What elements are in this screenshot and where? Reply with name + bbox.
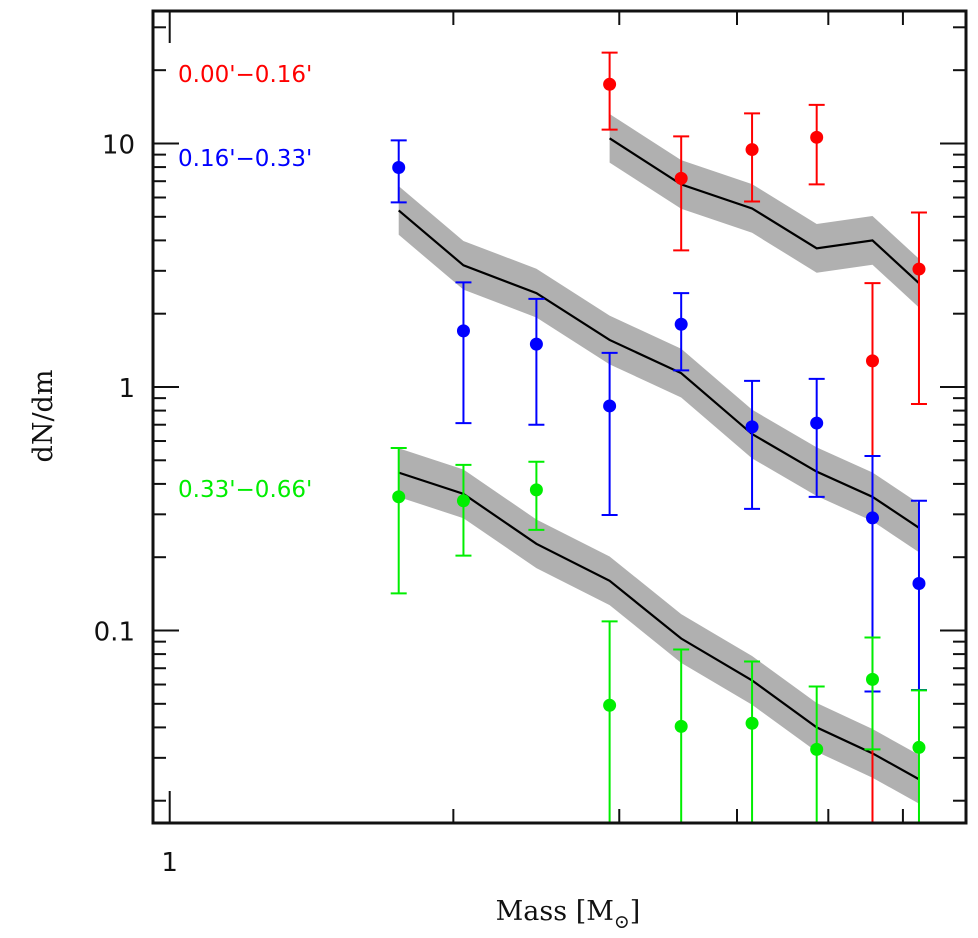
data-point-series-1-point-3 <box>745 143 759 157</box>
data-point-series-3-point-4 <box>603 698 617 712</box>
data-point-series-3-point-9 <box>912 740 926 754</box>
x-axis-title-main: Mass [M <box>496 896 614 927</box>
data-point-series-2-point-2 <box>456 324 470 338</box>
data-point-series-2-point-6 <box>745 420 759 434</box>
axis-ticks <box>153 11 967 823</box>
data-point-series-3-point-6 <box>745 716 759 730</box>
model-band-series-2 <box>398 186 919 553</box>
data-point-series-3-point-2 <box>456 494 470 508</box>
data-point-series-1-point-5 <box>865 354 879 368</box>
data-point-series-1-point-2 <box>674 171 688 185</box>
data-point-series-3-point-1 <box>392 490 406 504</box>
model-bands <box>398 113 919 804</box>
data-point-series-2-point-7 <box>810 416 824 430</box>
data-point-series-3-point-3 <box>529 483 543 497</box>
data-point-series-2-point-1 <box>392 160 406 174</box>
legend-label-0: 0.00'−0.16' <box>178 62 312 88</box>
legend-label-2: 0.33'−0.66' <box>178 477 312 503</box>
data-point-series-3-point-5 <box>674 719 688 733</box>
x-axis-title: Mass [M⊙] <box>496 896 641 933</box>
y-axis-title: dN/dm <box>28 370 59 463</box>
y-tick-labels: 10 1 0.1 <box>94 130 135 647</box>
model-band-series-1 <box>609 113 919 308</box>
x-axis-title-close: ] <box>630 896 641 927</box>
x-tick-label-0: 1 <box>161 848 178 878</box>
plot-frame <box>151 9 968 825</box>
y-tick-label-0: 10 <box>102 130 135 160</box>
legend: 0.00'−0.16' 0.16'−0.33' 0.33'−0.66' <box>178 62 312 503</box>
x-axis-title-sub: ⊙ <box>614 911 630 933</box>
data-point-series-1-point-6 <box>912 262 926 276</box>
data-point-series-2-point-4 <box>603 399 617 413</box>
model-line-series-1 <box>609 137 920 284</box>
data-point-series-1-point-1 <box>603 77 617 91</box>
model-line-series-3 <box>398 471 920 781</box>
model-band-series-3 <box>398 448 919 804</box>
model-line-series-2 <box>397 209 920 529</box>
y-tick-label-1: 1 <box>118 374 135 404</box>
legend-label-1: 0.16'−0.33' <box>178 146 312 172</box>
data-point-series-2-point-8 <box>865 511 879 525</box>
data-point-series-2-point-9 <box>912 576 926 590</box>
data-point-series-3-point-7 <box>810 742 824 756</box>
error-bars <box>390 51 927 823</box>
data-point-series-1-point-4 <box>810 130 824 144</box>
model-lines <box>397 137 920 781</box>
y-tick-label-2: 0.1 <box>94 618 135 648</box>
data-point-series-2-point-5 <box>674 317 688 331</box>
data-point-series-2-point-3 <box>529 337 543 351</box>
x-tick-labels: 1 <box>161 848 178 878</box>
data-point-series-3-point-8 <box>865 672 879 686</box>
data-points <box>392 77 926 756</box>
